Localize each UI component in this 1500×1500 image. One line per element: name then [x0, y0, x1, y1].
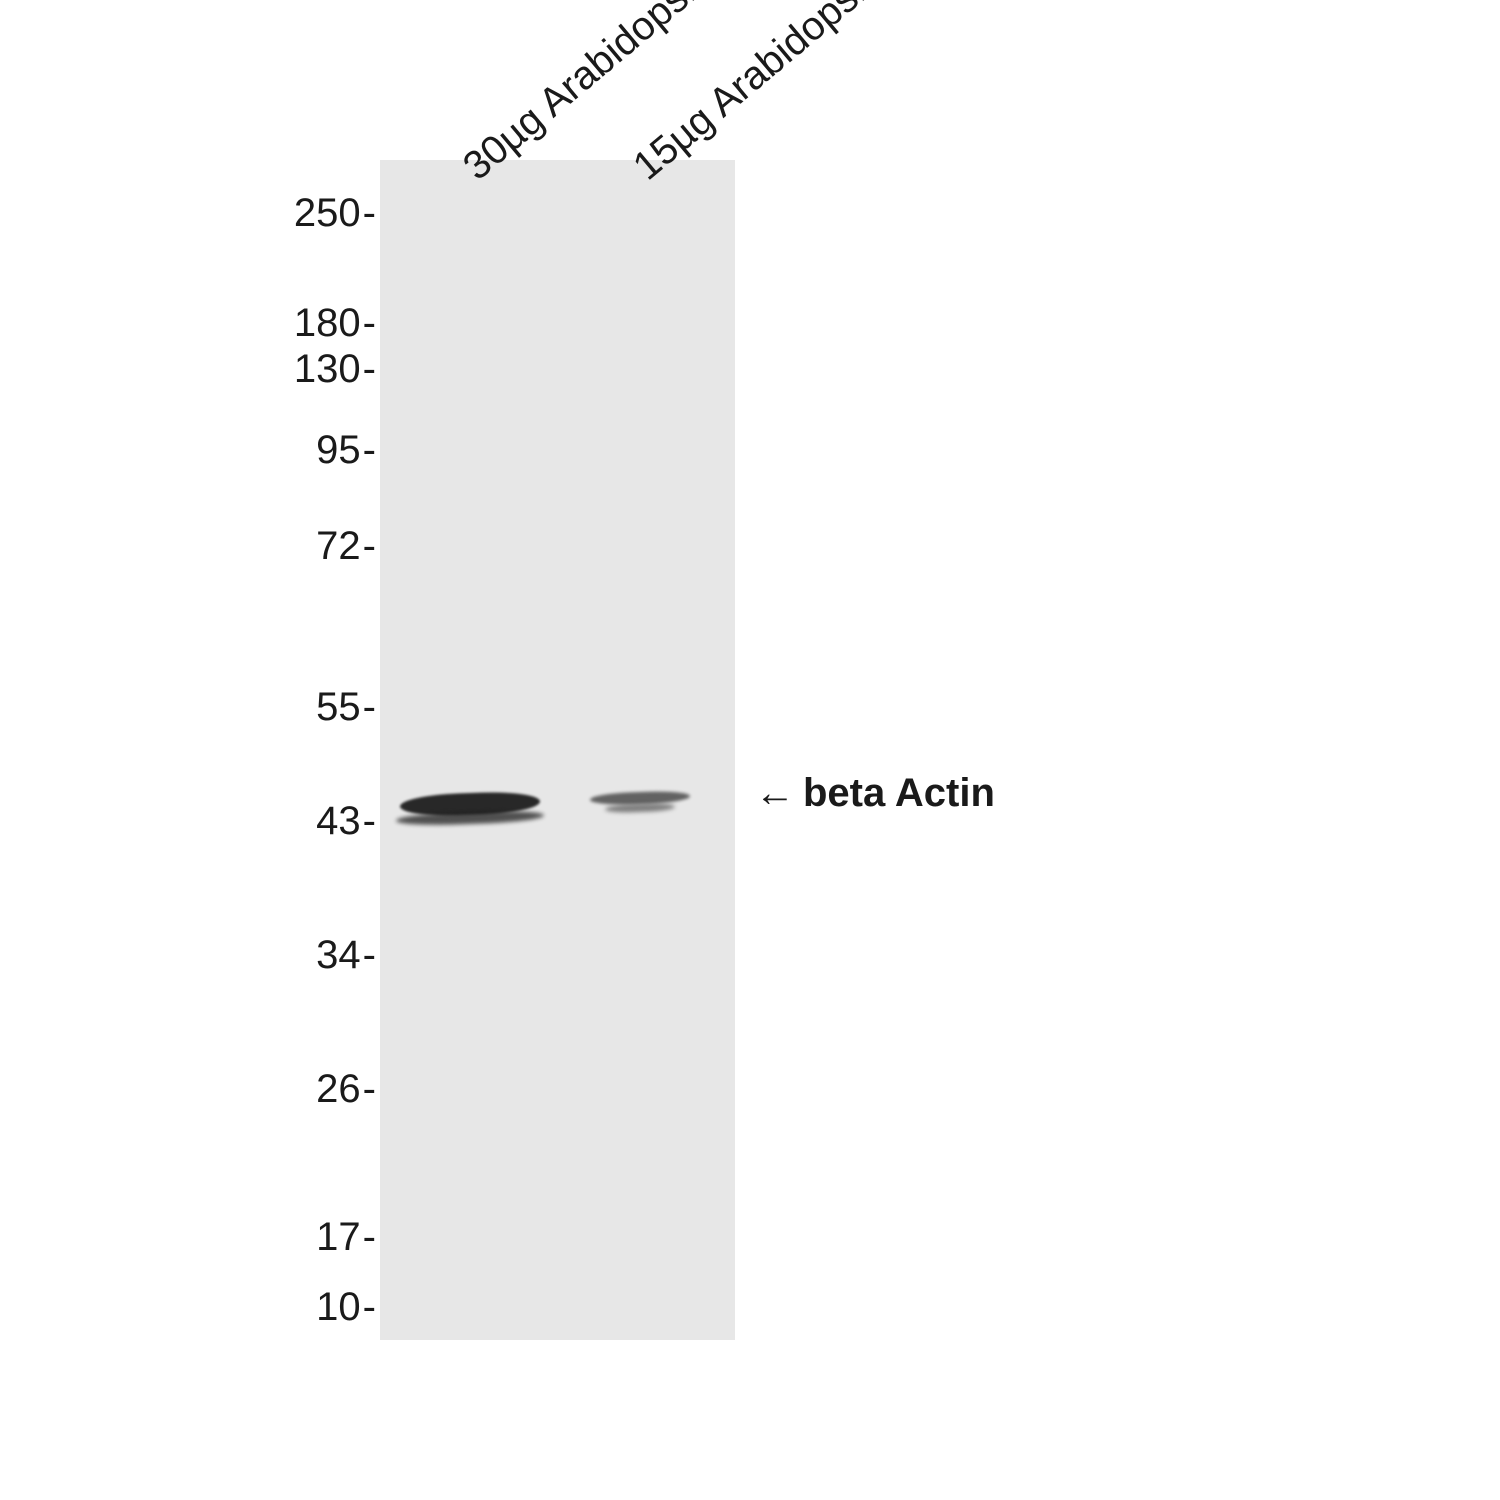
tick-dash: - [363, 191, 376, 235]
tick-dash: - [363, 301, 376, 345]
mw-marker-value: 250 [294, 191, 361, 235]
target-label: beta Actin [803, 771, 995, 816]
tick-dash: - [363, 1285, 376, 1329]
tick-dash: - [363, 685, 376, 729]
mw-marker-value: 180 [294, 301, 361, 345]
tick-dash: - [363, 1215, 376, 1259]
mw-marker-10: 10- [0, 1285, 376, 1330]
mw-marker-72: 72- [0, 524, 376, 569]
mw-marker-value: 72 [316, 524, 361, 568]
tick-dash: - [363, 524, 376, 568]
mw-marker-value: 34 [316, 933, 361, 977]
tick-dash: - [363, 1067, 376, 1111]
mw-marker-180: 180- [0, 301, 376, 346]
mw-marker-95: 95- [0, 428, 376, 473]
target-annotation: ← beta Actin [755, 771, 995, 816]
mw-marker-value: 95 [316, 428, 361, 472]
mw-marker-43: 43- [0, 799, 376, 844]
mw-marker-55: 55- [0, 685, 376, 730]
mw-marker-250: 250- [0, 191, 376, 236]
mw-marker-value: 55 [316, 685, 361, 729]
mw-marker-130: 130- [0, 347, 376, 392]
western-blot-figure: 250-180-130-95-72-55-43-34-26-17-10- 30µ… [0, 0, 1500, 1500]
mw-marker-value: 130 [294, 347, 361, 391]
arrow-left-icon: ← [755, 771, 795, 816]
tick-dash: - [363, 799, 376, 843]
tick-dash: - [363, 428, 376, 472]
mw-marker-value: 17 [316, 1215, 361, 1259]
mw-marker-26: 26- [0, 1067, 376, 1112]
tick-dash: - [363, 933, 376, 977]
blot-strip [380, 160, 735, 1340]
mw-marker-value: 26 [316, 1067, 361, 1111]
mw-marker-17: 17- [0, 1215, 376, 1260]
tick-dash: - [363, 347, 376, 391]
mw-marker-34: 34- [0, 933, 376, 978]
mw-marker-value: 43 [316, 799, 361, 843]
mw-marker-value: 10 [316, 1285, 361, 1329]
